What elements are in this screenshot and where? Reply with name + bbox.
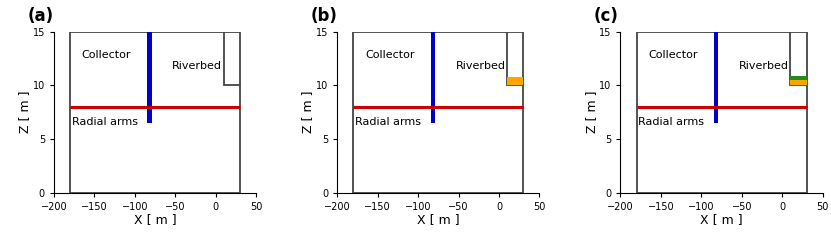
Text: Collector: Collector [648, 50, 698, 60]
Text: (a): (a) [27, 7, 54, 25]
X-axis label: X [ m ]: X [ m ] [417, 213, 460, 226]
Text: Radial arms: Radial arms [638, 117, 704, 127]
Text: Riverbed: Riverbed [172, 61, 223, 71]
Text: (b): (b) [311, 7, 337, 25]
Bar [790, 80, 807, 85]
Bar [147, 32, 151, 123]
Text: Collector: Collector [82, 50, 131, 60]
Text: (c): (c) [594, 7, 619, 25]
X-axis label: X [ m ]: X [ m ] [134, 213, 176, 226]
Bar [430, 32, 435, 123]
Text: Radial arms: Radial arms [71, 117, 138, 127]
Text: Riverbed: Riverbed [455, 61, 505, 71]
Bar [714, 32, 718, 123]
Text: Radial arms: Radial arms [355, 117, 421, 127]
Y-axis label: Z [ m ]: Z [ m ] [585, 91, 597, 133]
Text: Collector: Collector [365, 50, 415, 60]
X-axis label: X [ m ]: X [ m ] [701, 213, 743, 226]
Bar [507, 77, 524, 85]
Text: Riverbed: Riverbed [739, 61, 789, 71]
Y-axis label: Z [ m ]: Z [ m ] [18, 91, 32, 133]
Y-axis label: Z [ m ]: Z [ m ] [302, 91, 314, 133]
Bar [790, 76, 807, 80]
